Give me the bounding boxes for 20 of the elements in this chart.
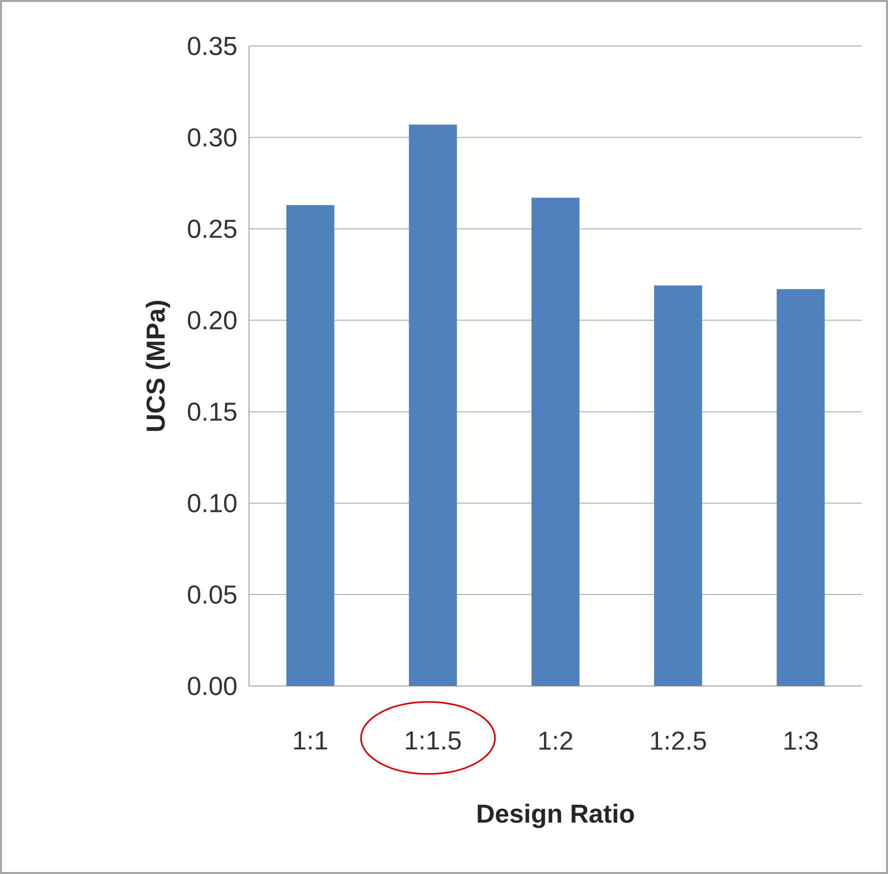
y-tick-label: 0.20: [188, 311, 236, 330]
bar: [654, 286, 702, 686]
bar: [532, 198, 580, 686]
y-axis-title: UCS (MPa): [146, 300, 170, 431]
bar: [286, 205, 334, 686]
x-tick-label: 1:2: [539, 732, 572, 750]
bar: [408, 124, 457, 686]
y-tick-label: 0.25: [188, 220, 236, 238]
x-tick-label: 1:3: [784, 732, 818, 750]
y-tick-label: 0.05: [188, 585, 236, 604]
y-tick-label: 0.35: [188, 36, 236, 56]
y-tick-label: 0.10: [188, 494, 236, 512]
x-tick-label: 1:1.5: [406, 732, 461, 750]
y-tick-label: 0.30: [188, 128, 236, 147]
x-tick-label: 1:1: [294, 732, 328, 750]
bar: [776, 289, 825, 686]
y-tick-label: 0.00: [188, 676, 236, 696]
x-tick-label: 1:2.5: [651, 732, 706, 750]
y-tick-label: 0.15: [188, 402, 236, 421]
x-axis-title: Design Ratio: [478, 804, 634, 828]
